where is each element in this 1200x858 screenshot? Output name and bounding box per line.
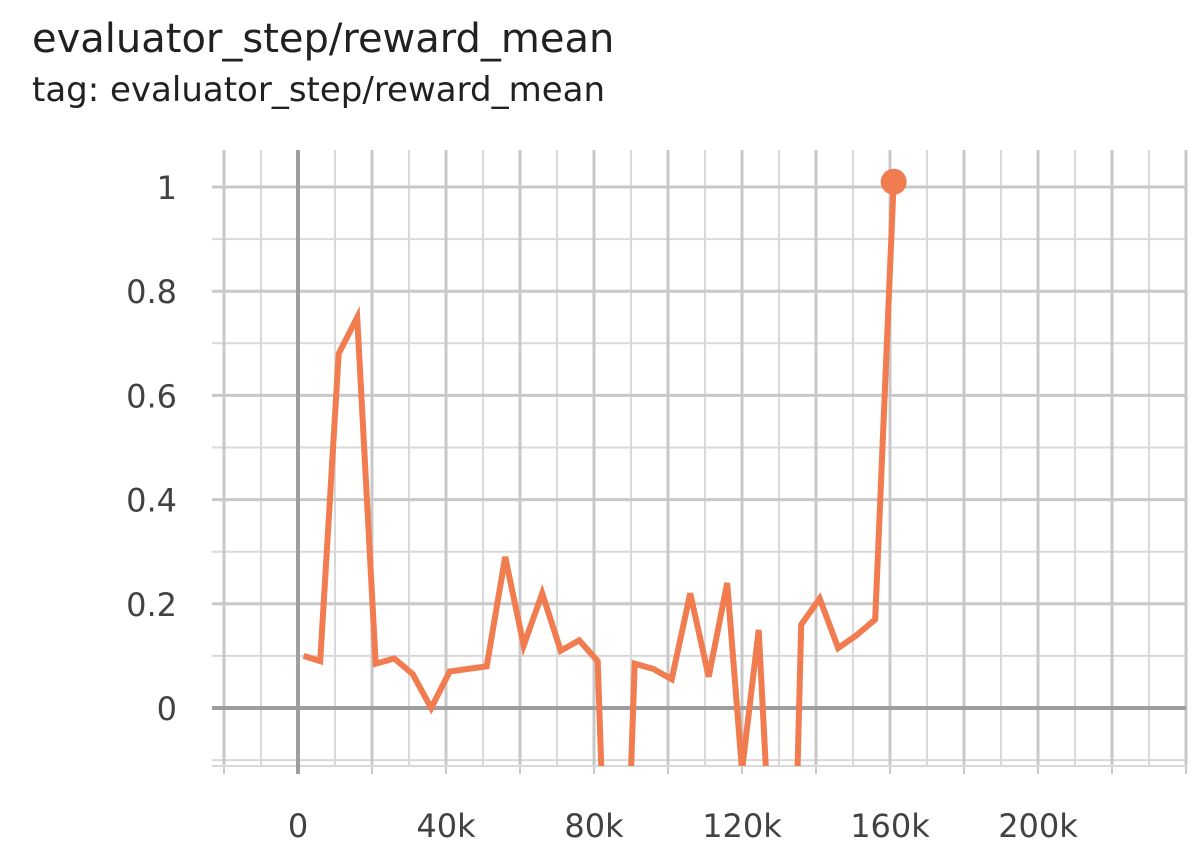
y-tick-label: 0.2 [126,586,177,624]
y-tick-labels: 0 0.2 0.4 0.6 0.8 1 [126,169,177,728]
y-tick-label: 0.8 [126,273,177,311]
x-tick-label: 40k [416,807,476,845]
x-tick-label: 160k [850,807,930,845]
minor-gridlines [212,150,1186,766]
x-tick-label: 0 [288,807,308,845]
x-tick-label: 80k [564,807,624,845]
x-tick-label: 200k [998,807,1078,845]
y-tick-label: 0.4 [126,482,177,520]
zero-axes [212,150,1186,774]
series-line[interactable] [302,181,897,771]
x-tick-label: 120k [702,807,782,845]
last-point-marker[interactable] [880,168,907,195]
x-tick-labels: 0 40k 80k 120k 160k 200k [288,807,1078,845]
y-tick-label: 1 [157,169,177,207]
chart-tag: tag: evaluator_step/reward_mean [32,70,606,110]
major-gridlines [212,150,1188,774]
series-layer [302,181,897,771]
chart-title: evaluator_step/reward_mean [32,16,615,62]
y-tick-label: 0 [157,690,177,728]
y-tick-label: 0.6 [126,377,177,415]
